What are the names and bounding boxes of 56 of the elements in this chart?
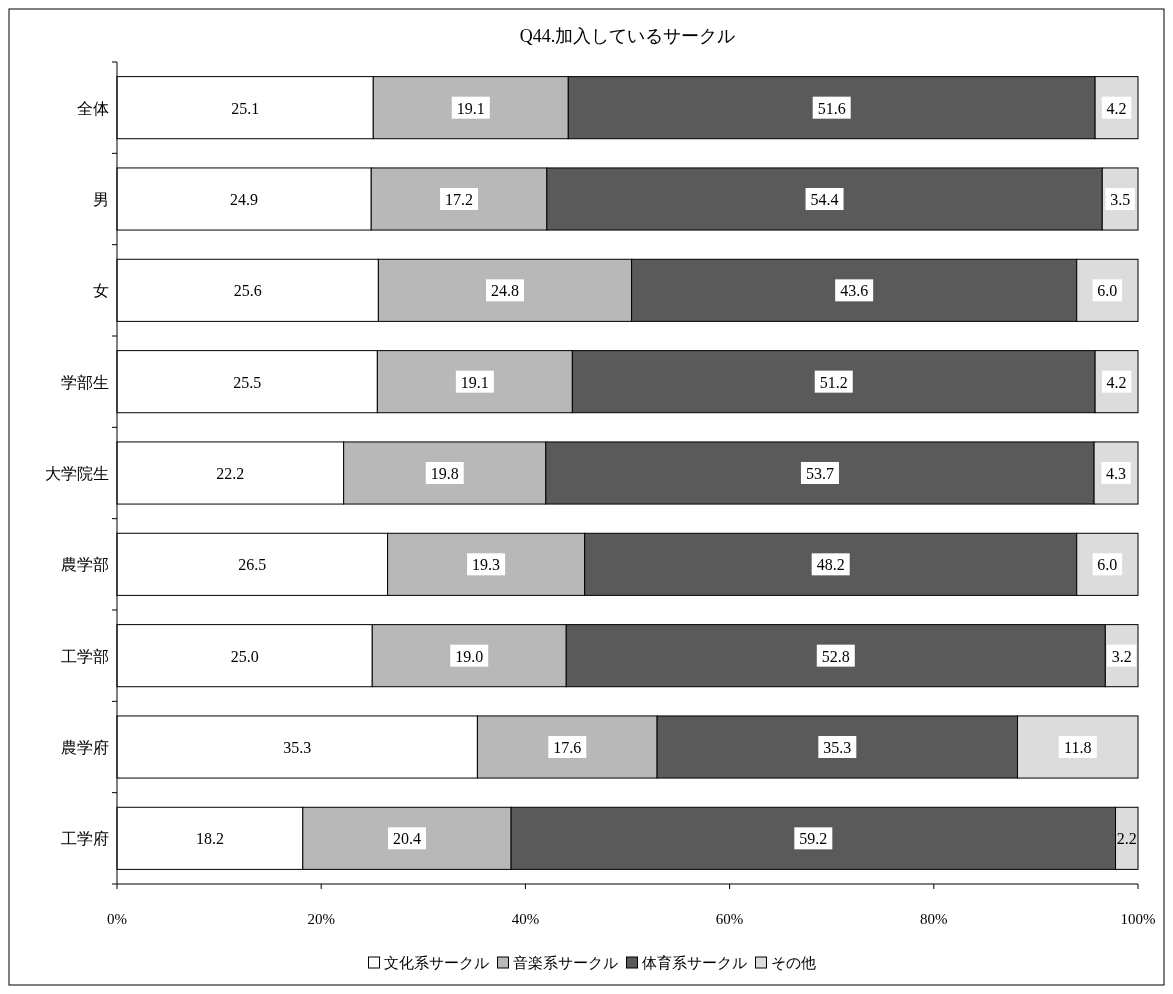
y-tick-label: 男 (93, 191, 109, 208)
y-tick-label: 学部生 (61, 373, 109, 391)
x-tick-label: 40% (511, 911, 540, 927)
data-label: 2.2 (1116, 830, 1137, 848)
data-label: 25.0 (230, 647, 259, 665)
data-label: 43.6 (840, 282, 869, 300)
x-tick-label: 60% (715, 911, 744, 927)
y-tick-label: 全体 (77, 99, 109, 117)
data-label: 3.2 (1111, 647, 1132, 665)
data-label: 25.5 (233, 373, 262, 391)
data-label: 52.8 (821, 647, 850, 665)
y-tick-label: 工学部 (61, 647, 109, 665)
y-tick-label: 工学府 (61, 830, 109, 848)
y-tick-label: 農学部 (61, 556, 109, 574)
data-label: 25.6 (233, 282, 262, 300)
legend-label: 文化系サークル (383, 955, 489, 971)
data-label: 19.8 (430, 465, 459, 482)
y-tick-label: 農学府 (61, 739, 109, 756)
y-tick-label: 女 (93, 282, 109, 300)
data-label: 26.5 (238, 556, 267, 574)
data-label: 17.2 (445, 191, 474, 208)
data-label: 54.4 (810, 191, 839, 208)
data-label: 19.1 (460, 373, 489, 391)
data-label: 20.4 (392, 830, 421, 848)
data-label: 17.6 (553, 739, 582, 756)
data-label: 6.0 (1097, 556, 1118, 574)
data-label: 4.2 (1106, 373, 1127, 391)
data-label: 11.8 (1064, 739, 1092, 756)
data-label: 6.0 (1097, 282, 1118, 300)
data-label: 19.1 (456, 99, 485, 117)
data-label: 35.3 (283, 739, 312, 756)
data-label: 25.1 (231, 99, 260, 117)
x-tick-label: 80% (920, 911, 948, 927)
data-label: 19.3 (472, 556, 501, 574)
data-label: 59.2 (799, 830, 828, 848)
data-label: 51.6 (817, 99, 846, 117)
data-label: 19.0 (455, 647, 484, 665)
data-label: 22.2 (216, 465, 245, 482)
y-tick-label: 大学院生 (45, 465, 109, 482)
legend-label: 音楽系サークル (512, 955, 618, 971)
data-label: 4.2 (1106, 99, 1127, 117)
legend-label: その他 (770, 955, 816, 971)
data-label: 4.3 (1106, 465, 1127, 482)
legend-label: 体育系サークル (641, 955, 747, 971)
data-label: 51.2 (819, 373, 848, 391)
data-label: 35.3 (823, 739, 852, 756)
data-label: 24.9 (230, 191, 259, 208)
data-label: 48.2 (816, 556, 845, 574)
x-tick-label: 20% (307, 911, 335, 927)
data-label: 3.5 (1110, 191, 1131, 208)
data-label: 24.8 (490, 282, 519, 300)
x-tick-label: 100% (1120, 911, 1156, 927)
chart-title: Q44.加入しているサークル (519, 26, 736, 46)
data-label: 53.7 (805, 465, 834, 482)
x-tick-label: 0% (107, 911, 127, 927)
data-label: 18.2 (195, 830, 224, 848)
